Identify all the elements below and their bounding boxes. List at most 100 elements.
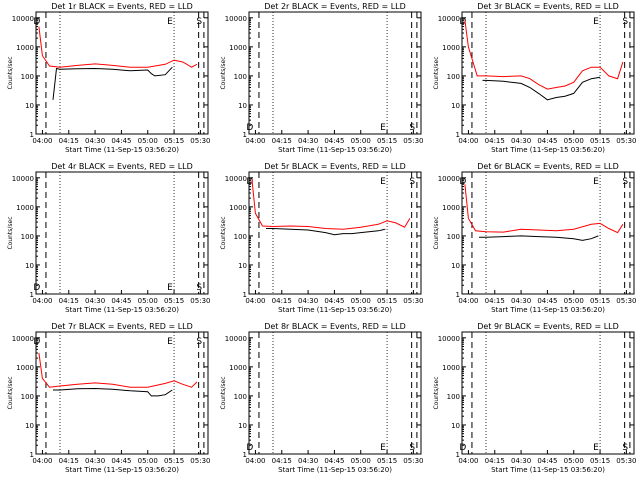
y-axis-label: Counts/sec (433, 376, 440, 409)
x-tick-label: 05:00 (564, 137, 584, 145)
segment-marker-label: S (196, 337, 202, 347)
x-tick-label: 05:00 (351, 297, 371, 305)
x-axis-label: Start Time (11-Sep-15 03:56:20) (491, 146, 605, 154)
x-tick-label: 05:15 (164, 297, 184, 305)
x-tick-label: 04:00 (245, 137, 265, 145)
segment-marker-label: D (33, 337, 40, 347)
x-tick-label: 04:00 (458, 297, 478, 305)
x-tick-label: 04:30 (298, 457, 318, 465)
panel-title: Det 6r BLACK = Events, RED = LLD (477, 162, 619, 171)
y-tick-label: 10000 (438, 335, 460, 343)
x-tick-label: 04:30 (511, 297, 531, 305)
x-tick-label: 05:15 (590, 137, 610, 145)
y-tick-label: 100 (21, 393, 34, 401)
y-tick-label: 1 (243, 291, 247, 299)
y-tick-label: 100 (21, 73, 34, 81)
panel-title: Det 1r BLACK = Events, RED = LLD (51, 2, 193, 11)
x-tick-label: 04:30 (511, 137, 531, 145)
x-tick-label: 05:00 (351, 137, 371, 145)
x-tick-label: 05:15 (590, 297, 610, 305)
events-series-line (52, 66, 173, 100)
x-tick-label: 05:00 (351, 457, 371, 465)
y-axis-label: Counts/sec (7, 56, 14, 89)
segment-marker-label: S (622, 17, 628, 27)
x-tick-label: 04:45 (537, 297, 557, 305)
y-tick-label: 10 (238, 102, 247, 110)
segment-marker-label: D (459, 177, 466, 187)
x-tick-label: 04:30 (85, 297, 105, 305)
y-tick-label: 1000 (229, 44, 247, 52)
x-tick-label: 04:00 (245, 297, 265, 305)
x-tick-label: 05:30 (616, 137, 636, 145)
x-tick-label: 05:00 (138, 457, 158, 465)
x-tick-label: 04:15 (485, 457, 505, 465)
segment-marker-label: S (409, 123, 415, 133)
x-tick-label: 04:00 (245, 457, 265, 465)
y-tick-label: 100 (447, 73, 460, 81)
segment-marker-label: E (380, 443, 386, 453)
segment-marker-label: D (246, 123, 253, 133)
segment-marker-label: E (593, 177, 599, 187)
y-tick-label: 10000 (225, 335, 247, 343)
y-axis-label: Counts/sec (433, 216, 440, 249)
plot-frame (248, 171, 422, 295)
y-tick-label: 10 (451, 262, 460, 270)
y-tick-label: 100 (447, 393, 460, 401)
y-tick-label: 1 (30, 291, 34, 299)
x-axis-label: Start Time (11-Sep-15 03:56:20) (65, 146, 179, 154)
detector-panel: Det 8r BLACK = Events, RED = LLD 1 10 100 10… (220, 322, 423, 474)
y-tick-label: 1 (30, 451, 34, 459)
y-tick-label: 10000 (12, 15, 34, 23)
y-tick-label: 1 (456, 291, 460, 299)
detector-panel: Det 2r BLACK = Events, RED = LLD 1 10 100 10… (220, 2, 423, 154)
segment-marker-label: D (459, 17, 466, 27)
lld-series-line (464, 20, 624, 90)
segment-marker-label: S (409, 177, 415, 187)
segment-marker-label: D (33, 17, 40, 27)
x-tick-label: 04:15 (59, 137, 79, 145)
events-series-line (482, 76, 601, 101)
x-tick-label: 05:30 (616, 457, 636, 465)
x-tick-label: 04:45 (537, 457, 557, 465)
y-tick-label: 10 (25, 102, 34, 110)
y-tick-label: 10 (238, 422, 247, 430)
segment-marker-label: S (196, 283, 202, 293)
x-tick-label: 04:45 (324, 297, 344, 305)
segment-marker-label: S (196, 17, 202, 27)
x-tick-label: 04:00 (458, 457, 478, 465)
x-tick-label: 04:30 (511, 457, 531, 465)
y-tick-label: 10000 (225, 175, 247, 183)
y-tick-label: 1000 (16, 204, 34, 212)
plot-frame (35, 11, 209, 135)
x-tick-label: 05:15 (377, 297, 397, 305)
x-tick-label: 04:45 (111, 297, 131, 305)
x-tick-label: 04:45 (324, 457, 344, 465)
x-tick-label: 05:30 (403, 297, 423, 305)
y-tick-label: 1 (243, 451, 247, 459)
x-tick-label: 04:00 (32, 137, 52, 145)
y-tick-label: 1000 (229, 364, 247, 372)
x-tick-label: 05:00 (564, 297, 584, 305)
x-tick-label: 04:00 (32, 457, 52, 465)
y-tick-label: 1000 (16, 44, 34, 52)
panel-title: Det 7r BLACK = Events, RED = LLD (51, 322, 193, 331)
x-tick-label: 04:15 (59, 297, 79, 305)
panel-title: Det 3r BLACK = Events, RED = LLD (477, 2, 619, 11)
y-tick-label: 1 (243, 131, 247, 139)
x-tick-label: 05:30 (190, 297, 210, 305)
x-tick-label: 04:00 (32, 297, 52, 305)
lld-series-line (464, 184, 624, 234)
y-tick-label: 100 (234, 393, 247, 401)
x-tick-label: 05:15 (164, 137, 184, 145)
x-tick-label: 04:15 (485, 137, 505, 145)
events-series-line (53, 387, 173, 397)
segment-marker-label: S (622, 443, 628, 453)
segment-marker-label: E (380, 123, 386, 133)
panel-title: Det 9r BLACK = Events, RED = LLD (477, 322, 619, 331)
segment-marker-label: E (593, 443, 599, 453)
x-axis-label: Start Time (11-Sep-15 03:56:20) (65, 306, 179, 314)
y-tick-label: 10000 (438, 15, 460, 23)
panel-title: Det 5r BLACK = Events, RED = LLD (264, 162, 406, 171)
detector-panel: Det 6r BLACK = Events, RED = LLD 1 10 100 10… (433, 162, 636, 314)
segment-marker-label: D (246, 177, 253, 187)
